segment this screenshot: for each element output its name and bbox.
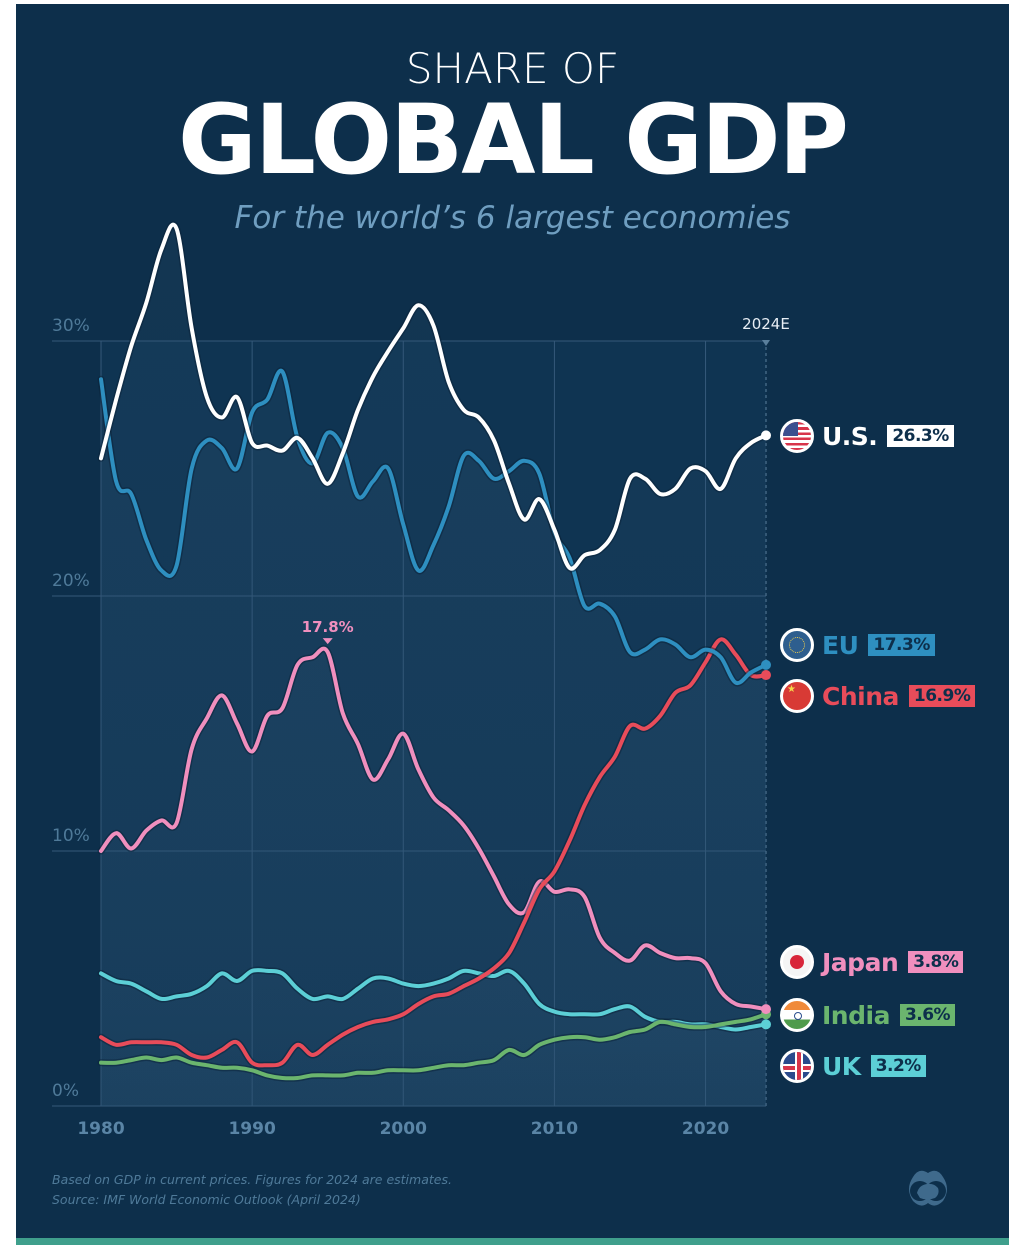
estimate-label: 2024E xyxy=(742,315,790,333)
line-india xyxy=(99,1012,768,1081)
y-tick-label: 30% xyxy=(52,316,90,336)
japan-flag-icon xyxy=(780,945,814,979)
legend-item-eu: EU 17.3% xyxy=(780,625,935,665)
legend-value: 17.3% xyxy=(868,634,935,656)
page-title: GLOBAL GDP xyxy=(177,84,849,196)
legend-value: 3.2% xyxy=(870,1055,926,1077)
series-lines xyxy=(97,221,770,1082)
legend-name: U.S. xyxy=(822,421,878,451)
legend-item-india: India 3.6% xyxy=(780,995,956,1035)
legend-item-uk: UK 3.2% xyxy=(780,1046,926,1086)
y-tick-label: 0% xyxy=(52,1081,79,1101)
end-dots xyxy=(761,430,771,1030)
legend-name: UK xyxy=(822,1051,861,1081)
x-tick-label: 2020 xyxy=(682,1119,729,1139)
footnote-note: Based on GDP in current prices. Figures … xyxy=(52,1172,452,1187)
y-tick-label: 20% xyxy=(52,571,90,591)
title-prefix: SHARE OF xyxy=(405,44,620,93)
line-eu xyxy=(99,368,768,686)
legend-name: China xyxy=(822,681,899,711)
legend-item-japan: Japan 3.8% xyxy=(780,942,964,982)
area-fills xyxy=(101,224,766,1106)
y-tick-label: 10% xyxy=(52,826,90,846)
india-flag-icon xyxy=(780,998,814,1032)
legend-name: EU xyxy=(822,630,859,660)
line-china xyxy=(99,637,768,1068)
x-tick-label: 1980 xyxy=(77,1119,124,1139)
footnote-source: Source: IMF World Economic Outlook (Apri… xyxy=(52,1192,361,1207)
legend-item-china: ★ China 16.9% xyxy=(780,676,976,716)
uk-flag-icon xyxy=(780,1049,814,1083)
x-tick-label: 2000 xyxy=(380,1119,427,1139)
legend-value: 3.8% xyxy=(908,951,964,973)
area-us xyxy=(101,224,766,1106)
legend-name: Japan xyxy=(822,947,899,977)
end-dot-us xyxy=(761,430,771,441)
peak-marker-icon xyxy=(322,638,333,645)
peak-annotation-label: 17.8% xyxy=(302,618,354,636)
end-dot-china xyxy=(761,670,771,681)
eu-flag-icon xyxy=(780,628,814,662)
end-dot-japan xyxy=(761,1004,771,1015)
line-japan xyxy=(99,646,768,1012)
subtitle: For the world’s 6 largest economies xyxy=(234,200,791,236)
us-flag-icon xyxy=(780,419,814,453)
x-tick-label: 2010 xyxy=(531,1119,578,1139)
end-dot-eu xyxy=(761,659,771,670)
legend-item-us: U.S. 26.3% xyxy=(780,416,954,456)
legend-value: 16.9% xyxy=(908,685,976,707)
estimate-marker-icon xyxy=(762,340,770,346)
x-tick-label: 1990 xyxy=(228,1119,275,1139)
end-dot-uk xyxy=(761,1019,771,1030)
axis-labels: 0% 10% 20% 30% 1980 1990 2000 2010 2020 2024E 17.8… xyxy=(52,315,790,1139)
legend-name: India xyxy=(822,1000,890,1030)
bottom-accent-strip xyxy=(16,1238,1009,1245)
legend-value: 3.6% xyxy=(899,1004,956,1026)
china-flag-icon: ★ xyxy=(780,679,814,713)
line-us xyxy=(99,222,768,571)
legend-value: 26.3% xyxy=(887,425,954,447)
visual-capitalist-logo-icon xyxy=(909,1170,947,1206)
